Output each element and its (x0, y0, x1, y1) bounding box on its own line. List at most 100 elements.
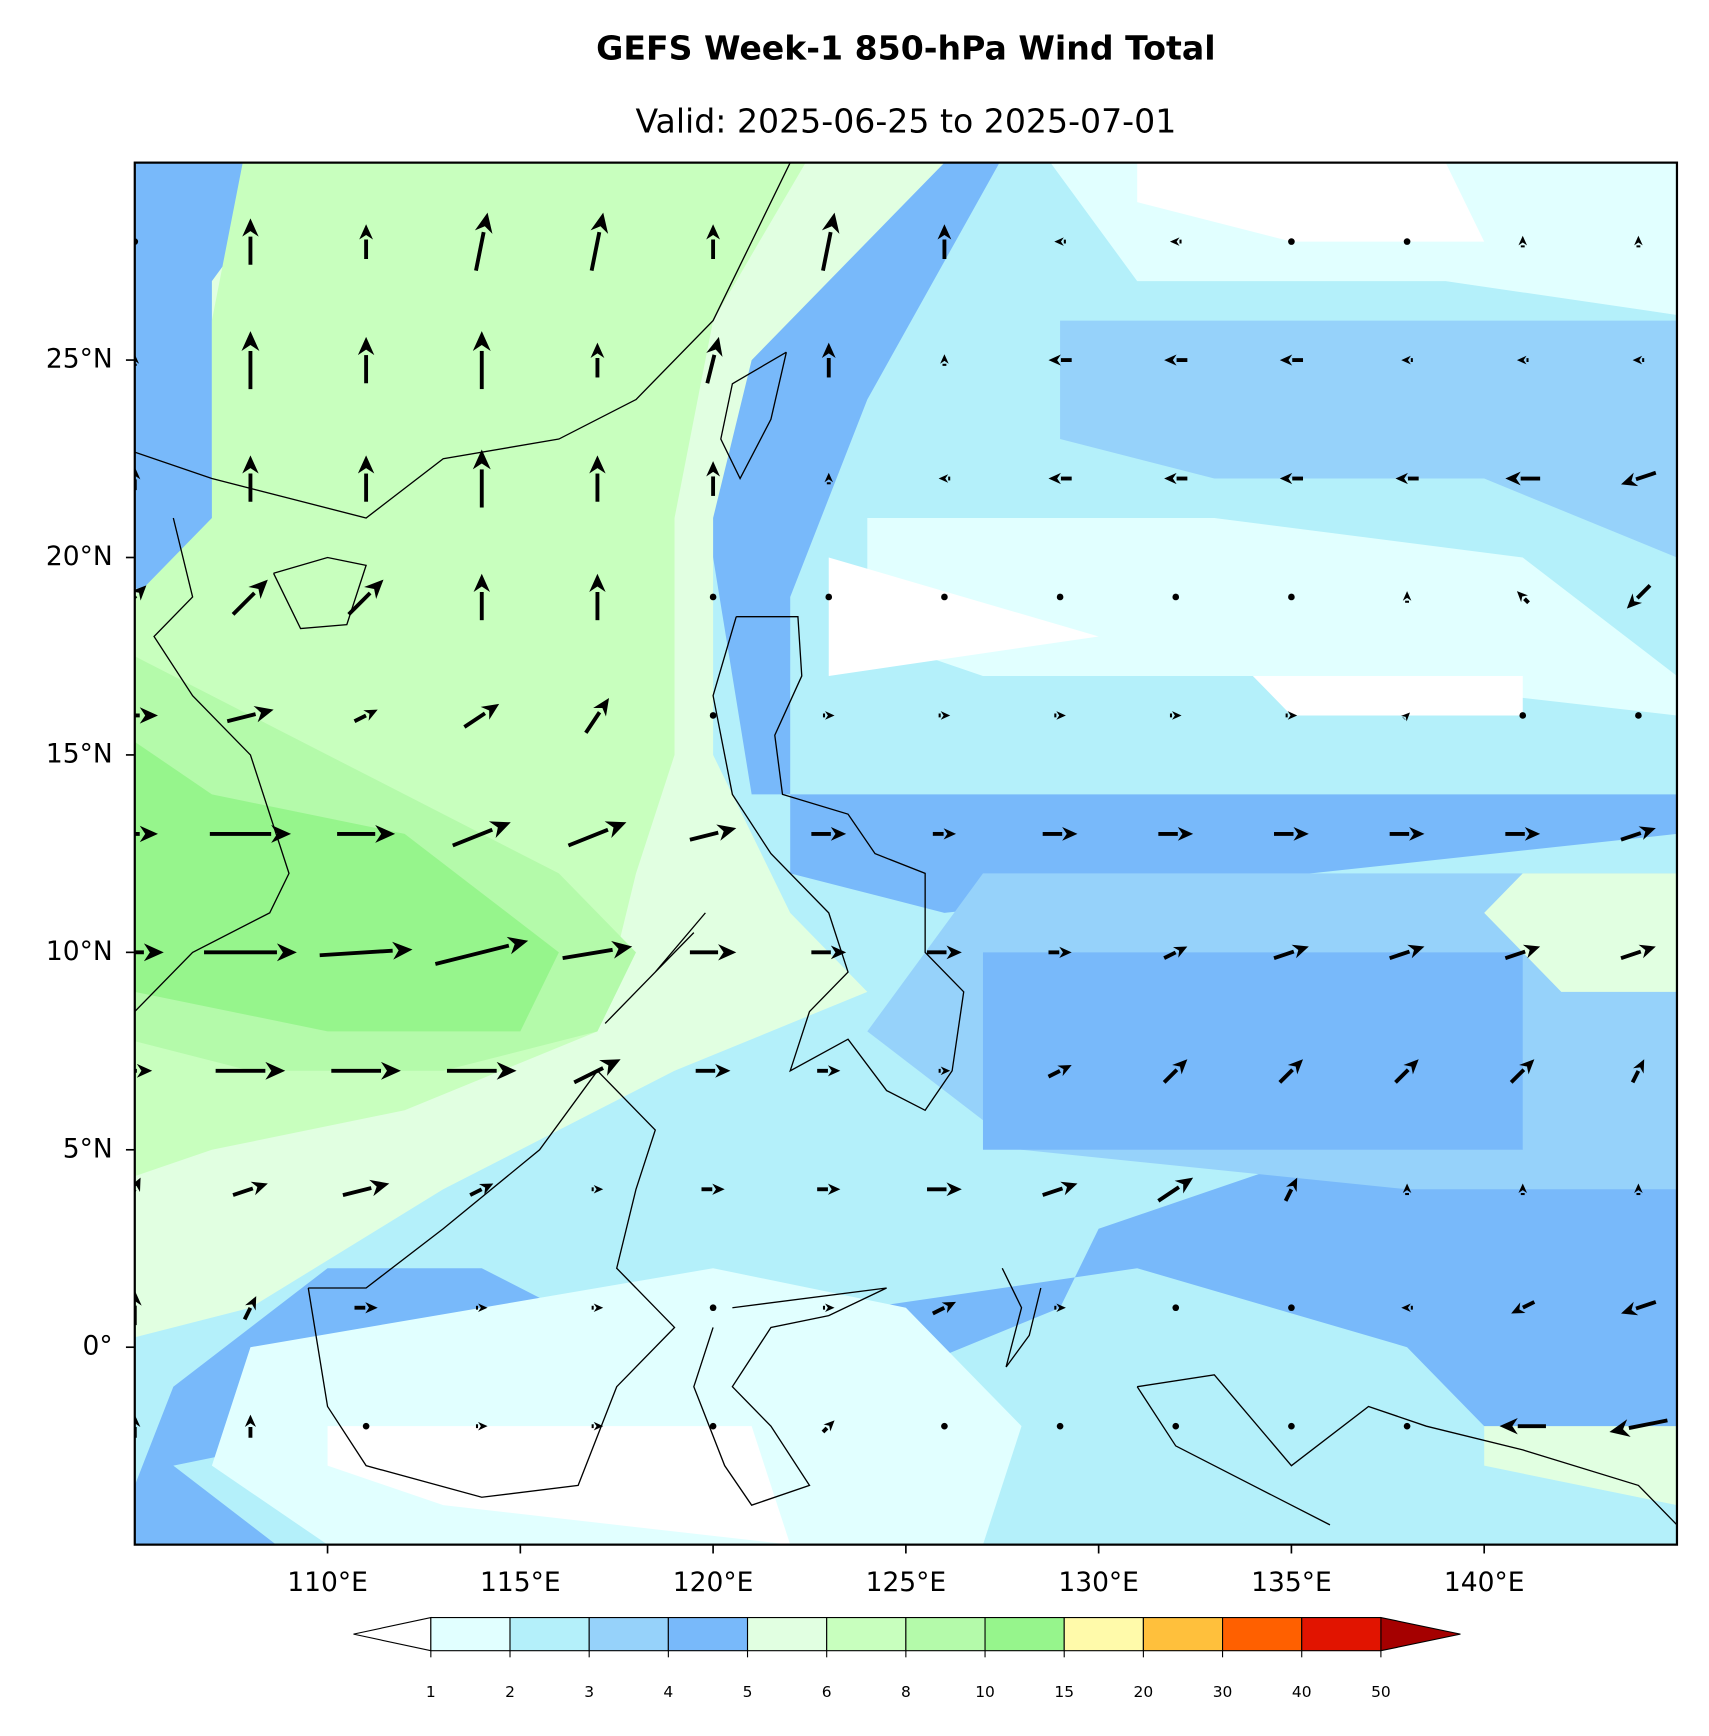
arrow-head (824, 472, 834, 483)
arrow-head (589, 455, 606, 474)
colorbar-label: 3 (584, 1683, 594, 1701)
arrow-shaft (1157, 1185, 1181, 1203)
arrow-shaft (931, 1306, 946, 1316)
arrow-head (1177, 826, 1194, 841)
arrow-head (706, 461, 720, 477)
arrow-head (1054, 237, 1064, 246)
x-tick-label: 140°E (1444, 1567, 1525, 1598)
wind-arrow (1042, 1181, 1078, 1197)
wind-arrow (244, 1414, 257, 1438)
colorbar-box (430, 1616, 511, 1652)
arrow-head (1169, 237, 1180, 246)
arrow-head (1609, 1419, 1631, 1437)
wind-arrow (817, 1183, 841, 1195)
coastline (1137, 1374, 1677, 1526)
wind-arrow (1401, 355, 1413, 365)
arrow-head (1633, 1059, 1645, 1074)
arrow-head (1402, 1183, 1412, 1193)
arrow-shaft (1162, 1068, 1179, 1084)
arrow-shaft (1620, 949, 1642, 960)
wind-arrow (1285, 711, 1298, 720)
arrow-head (943, 828, 957, 840)
arrow-shaft (1635, 1300, 1657, 1311)
arrow-head (1287, 1059, 1304, 1075)
arrow-head (244, 1414, 257, 1428)
arrow-head (830, 826, 847, 841)
speed-region (828, 557, 1099, 676)
arrow-shaft (584, 711, 602, 734)
arrow-head (276, 943, 297, 962)
arrow-shaft (1273, 949, 1295, 960)
coastline (720, 351, 787, 480)
wind-arrow (1389, 944, 1425, 960)
arrow-shaft (1283, 1188, 1294, 1202)
arrow-head (1401, 712, 1410, 722)
arrow-head (1638, 944, 1656, 959)
colorbar-label: 5 (743, 1683, 753, 1701)
arrow-head (1059, 946, 1072, 958)
arrow-head (827, 1065, 841, 1077)
arrow-head (1634, 235, 1643, 246)
wind-arrow (1518, 235, 1528, 248)
arrow-head (392, 941, 413, 960)
arrow-shaft (1620, 831, 1642, 842)
arrow-head (937, 224, 952, 240)
arrow-head (357, 336, 375, 356)
arrow-head (139, 825, 158, 843)
wind-arrow (474, 212, 493, 271)
wind-arrow (695, 1063, 731, 1078)
arrow-shaft (1628, 1418, 1668, 1430)
arrow-head (940, 711, 951, 720)
wind-arrow (242, 1296, 257, 1321)
arrow-head (940, 1066, 951, 1076)
wind-arrow (1516, 591, 1530, 605)
wind-arrow (232, 1181, 268, 1197)
wind-arrow (938, 1066, 951, 1076)
wind-arrow (1042, 826, 1078, 841)
calm-dot (1172, 593, 1180, 601)
wind-arrow (231, 579, 268, 616)
wind-arrow (347, 579, 384, 616)
arrow-head (1634, 1183, 1643, 1193)
wind-arrow (1609, 1418, 1668, 1437)
arrow-head (1401, 1303, 1411, 1313)
arrow-head (369, 1179, 390, 1197)
colorbar-label: 2 (505, 1683, 515, 1701)
wind-arrow (940, 354, 949, 366)
arrow-head (1511, 1302, 1526, 1314)
speed-region (1484, 873, 1677, 992)
arrow-head (1172, 711, 1182, 720)
arrow-head (1293, 826, 1309, 841)
wind-arrow (821, 212, 840, 271)
arrow-head (242, 455, 259, 474)
subtitle: Valid: 2025-06-25 to 2025-07-01 (635, 101, 1176, 140)
coastline (693, 1287, 887, 1506)
wind-arrow (354, 1302, 378, 1314)
wind-arrow (1048, 946, 1072, 958)
y-tick-label: 10°N (46, 936, 113, 967)
wind-arrow (472, 449, 491, 508)
arrow-head (1409, 826, 1425, 841)
arrow-head (593, 698, 610, 717)
wind-arrow (1511, 1300, 1536, 1314)
wind-arrow (475, 1421, 488, 1431)
wind-arrow (590, 342, 605, 378)
arrow-head (143, 943, 164, 962)
wind-arrow (452, 821, 511, 848)
colorbar-label: 30 (1213, 1683, 1233, 1701)
wind-arrow (824, 472, 834, 485)
wind-arrow (1054, 237, 1066, 246)
arrow-head (1516, 591, 1528, 603)
wind-arrow (927, 1182, 962, 1197)
wind-arrow (204, 943, 297, 962)
arrow-shaft (1047, 1069, 1061, 1079)
coastline (1001, 1267, 1042, 1368)
calm-dot (1288, 1422, 1295, 1430)
colorbar-box (1301, 1616, 1382, 1652)
arrow-shaft (821, 1426, 829, 1434)
wind-arrow (689, 944, 737, 961)
arrow-head (1621, 472, 1639, 487)
arrow-head (1626, 593, 1643, 609)
wind-arrow (1632, 355, 1645, 365)
wind-arrow (822, 1303, 835, 1313)
